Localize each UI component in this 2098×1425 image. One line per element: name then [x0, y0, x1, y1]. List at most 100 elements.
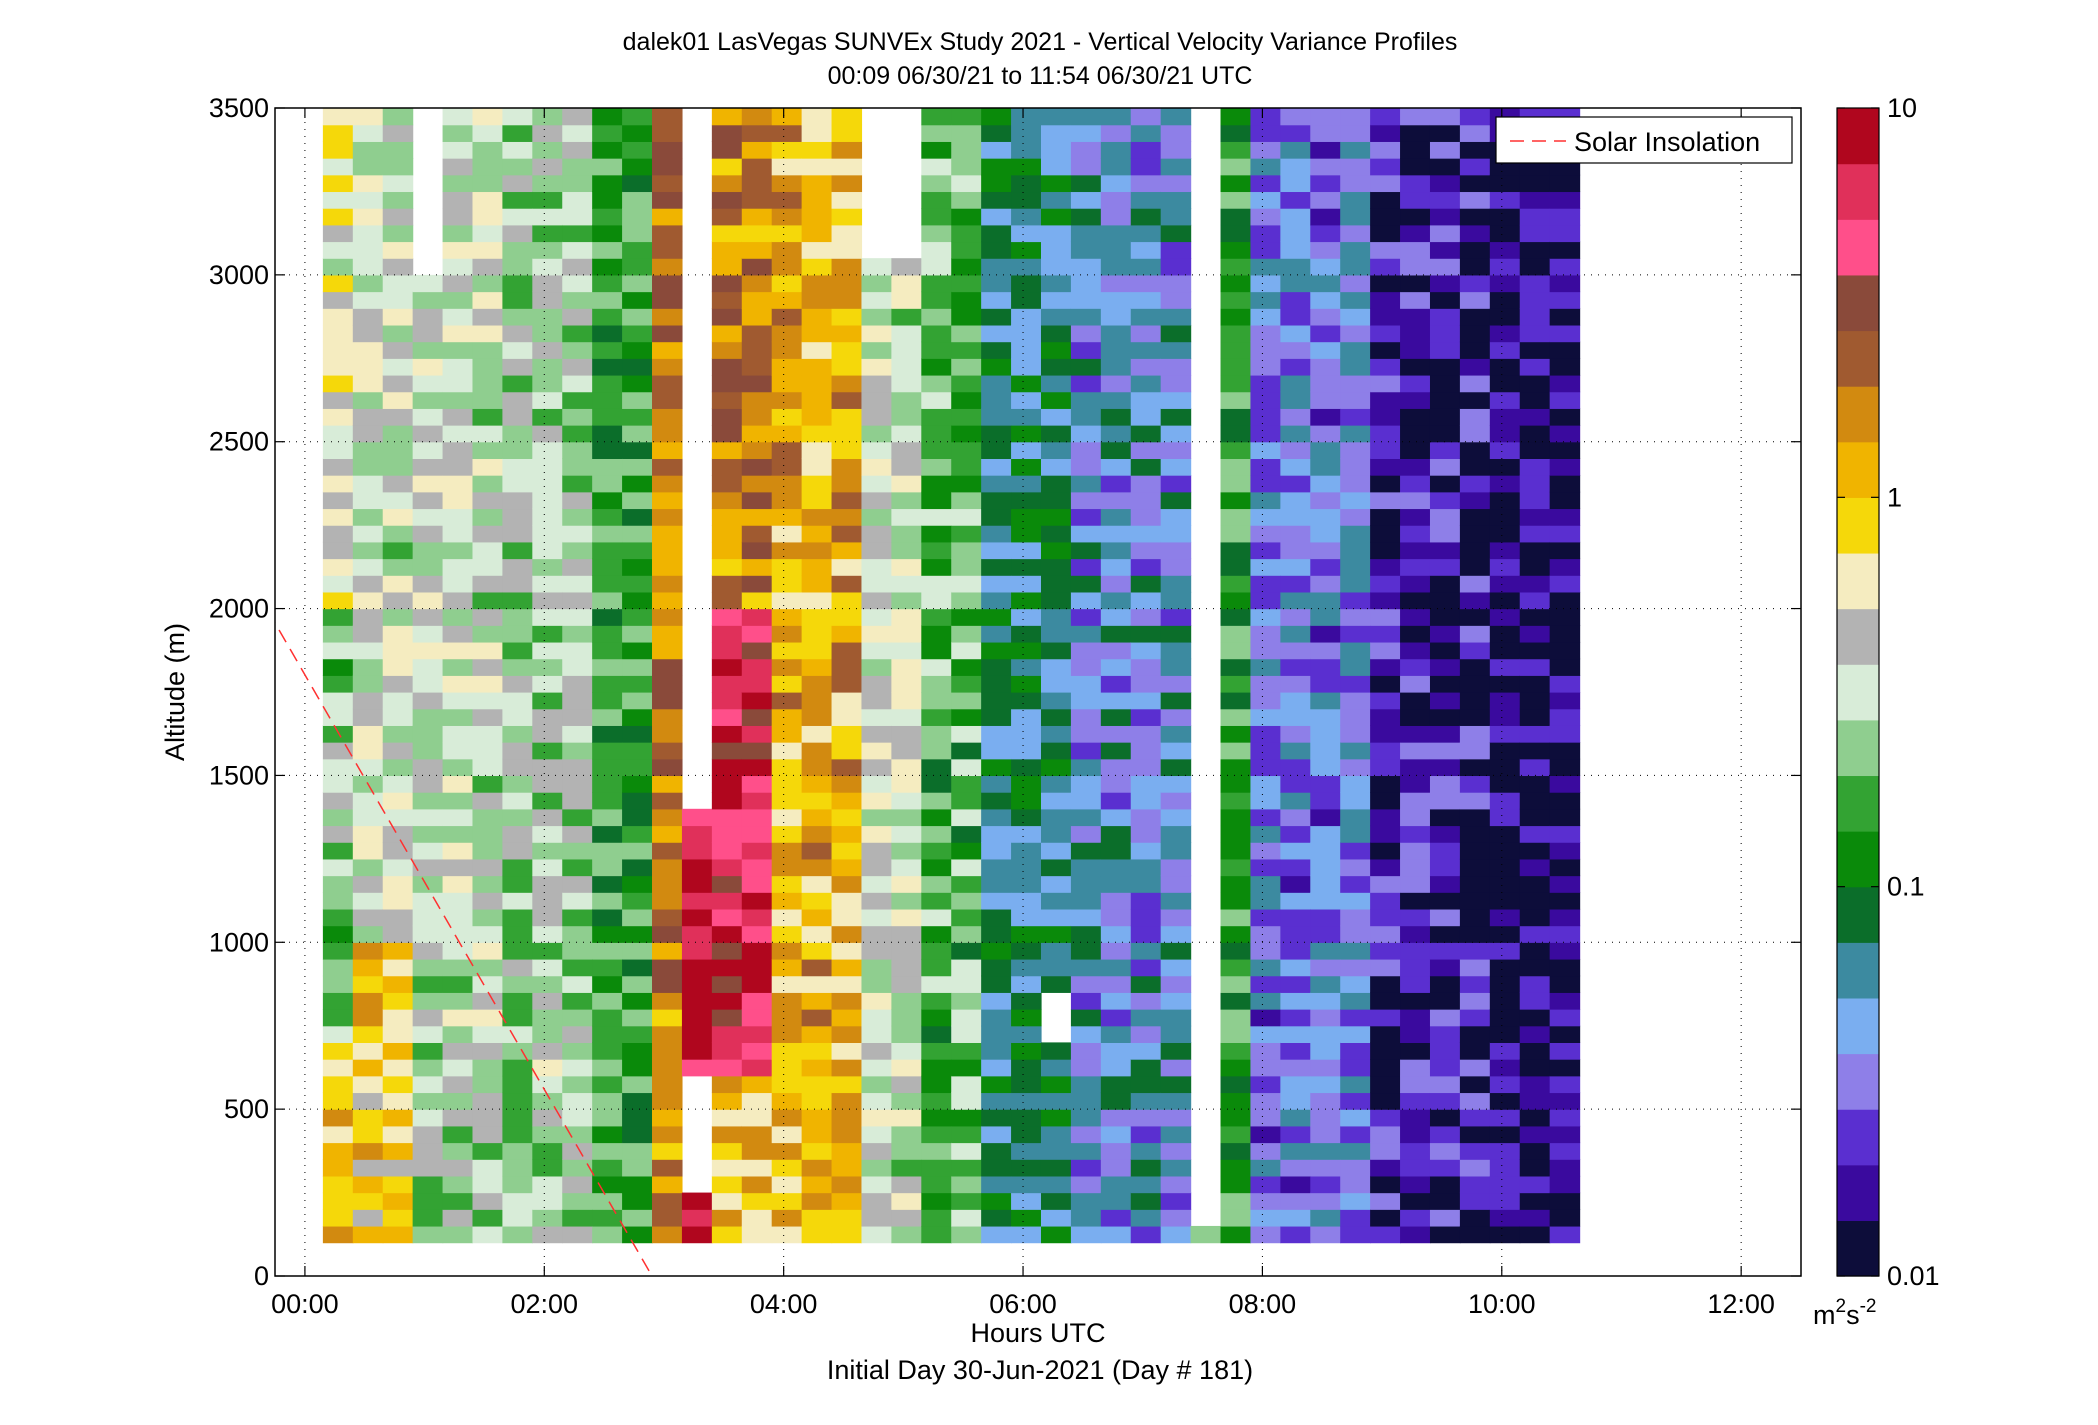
heatmap-cell [1280, 1225, 1311, 1244]
heatmap-cell [322, 324, 354, 343]
heatmap-cell [1489, 358, 1521, 376]
heatmap-cell [1340, 792, 1371, 810]
heatmap-cell [891, 858, 922, 877]
heatmap-cell [891, 491, 922, 510]
heatmap-cell [1519, 174, 1551, 193]
heatmap-cell [442, 441, 474, 459]
heatmap-cell [1220, 725, 1252, 743]
heatmap-cell [861, 408, 892, 426]
heatmap-cell [322, 942, 354, 960]
heatmap-cell [1459, 108, 1491, 126]
heatmap-cell [951, 1142, 982, 1160]
heatmap-cell [951, 358, 982, 376]
heatmap-cell [1130, 274, 1162, 293]
heatmap-cell [592, 842, 623, 860]
heatmap-cell [1070, 1075, 1102, 1094]
heatmap-cell [352, 324, 384, 343]
heatmap-cell [442, 1209, 474, 1227]
heatmap-cell [1220, 274, 1252, 293]
heatmap-cell [1070, 1059, 1102, 1077]
heatmap-cell [1340, 842, 1371, 860]
heatmap-cell [442, 158, 474, 176]
heatmap-cell [1519, 491, 1551, 510]
heatmap-cell [472, 591, 504, 610]
heatmap-cell [771, 158, 803, 176]
heatmap-cell [861, 808, 892, 827]
heatmap-cell [622, 892, 653, 910]
heatmap-cell [741, 1025, 773, 1043]
heatmap-cell [472, 808, 504, 827]
heatmap-cell [1310, 425, 1341, 443]
heatmap-cell [1370, 1142, 1401, 1160]
heatmap-cell [472, 1192, 504, 1210]
heatmap-cell [801, 508, 833, 526]
heatmap-cell [951, 608, 982, 626]
heatmap-cell [831, 408, 863, 426]
heatmap-cell [1549, 1092, 1581, 1110]
heatmap-cell [592, 158, 623, 176]
heatmap-cell [472, 558, 504, 576]
heatmap-cell [1070, 708, 1102, 726]
heatmap-cell [412, 658, 444, 676]
heatmap-cell [921, 958, 952, 977]
heatmap-cell [981, 725, 1012, 743]
heatmap-cell [711, 1109, 743, 1127]
heatmap-cell [382, 842, 414, 860]
heatmap-cell [921, 1059, 952, 1077]
heatmap-cell [1459, 208, 1491, 226]
heatmap-cell [1100, 408, 1132, 426]
heatmap-cell [502, 374, 533, 393]
heatmap-cell [1429, 942, 1461, 960]
heatmap-cell [771, 742, 803, 760]
heatmap-cell [711, 475, 743, 493]
heatmap-cell [1459, 925, 1491, 943]
heatmap-cell [1040, 591, 1072, 610]
heatmap-cell [1429, 975, 1461, 993]
heatmap-cell [472, 625, 504, 643]
heatmap-cell [1280, 441, 1311, 459]
heatmap-cell [502, 742, 533, 760]
heatmap-cell [382, 575, 414, 593]
heatmap-cell [442, 141, 474, 159]
heatmap-cell [1489, 858, 1521, 877]
heatmap-cell [1220, 1092, 1252, 1110]
heatmap-cell [1519, 875, 1551, 893]
heatmap-cell [951, 408, 982, 426]
heatmap-cell [1340, 1025, 1371, 1043]
heatmap-cell [1400, 324, 1431, 343]
heatmap-cell [1370, 341, 1401, 359]
heatmap-cell [1220, 441, 1252, 459]
heatmap-cell [921, 1225, 952, 1244]
heatmap-cell [981, 491, 1012, 510]
heatmap-cell [861, 758, 892, 777]
x-tick-label: 02:00 [511, 1289, 579, 1319]
heatmap-cell [921, 875, 952, 893]
heatmap-cell [711, 1075, 743, 1094]
heatmap-cell [412, 391, 444, 409]
heatmap-cell [921, 692, 952, 710]
heatmap-cell [352, 358, 384, 376]
heatmap-cell [1070, 274, 1102, 293]
heatmap-cell [921, 291, 952, 309]
heatmap-cell [771, 1225, 803, 1244]
heatmap-cell [1429, 792, 1461, 810]
heatmap-cell [622, 158, 653, 176]
heatmap-cell [1459, 792, 1491, 810]
heatmap-cell [652, 224, 683, 243]
heatmap-cell [1519, 1209, 1551, 1227]
heatmap-cell [921, 1175, 952, 1194]
heatmap-cell [981, 224, 1012, 243]
heatmap-cell [352, 1225, 384, 1244]
heatmap-cell [711, 1175, 743, 1194]
heatmap-cell [711, 591, 743, 610]
heatmap-cell [1310, 591, 1341, 610]
heatmap-cell [412, 1042, 444, 1060]
heatmap-cell [951, 625, 982, 643]
heatmap-cell [1250, 258, 1281, 276]
heatmap-cell [1070, 725, 1102, 743]
heatmap-cell [562, 1025, 593, 1043]
heatmap-cell [831, 1225, 863, 1244]
heatmap-cell [1160, 141, 1192, 159]
heatmap-cell [891, 1175, 922, 1194]
